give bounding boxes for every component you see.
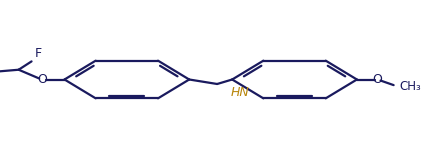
- Text: HN: HN: [231, 86, 250, 99]
- Text: O: O: [37, 73, 47, 86]
- Text: CH₃: CH₃: [399, 80, 421, 93]
- Text: O: O: [373, 73, 382, 86]
- Text: F: F: [35, 47, 42, 60]
